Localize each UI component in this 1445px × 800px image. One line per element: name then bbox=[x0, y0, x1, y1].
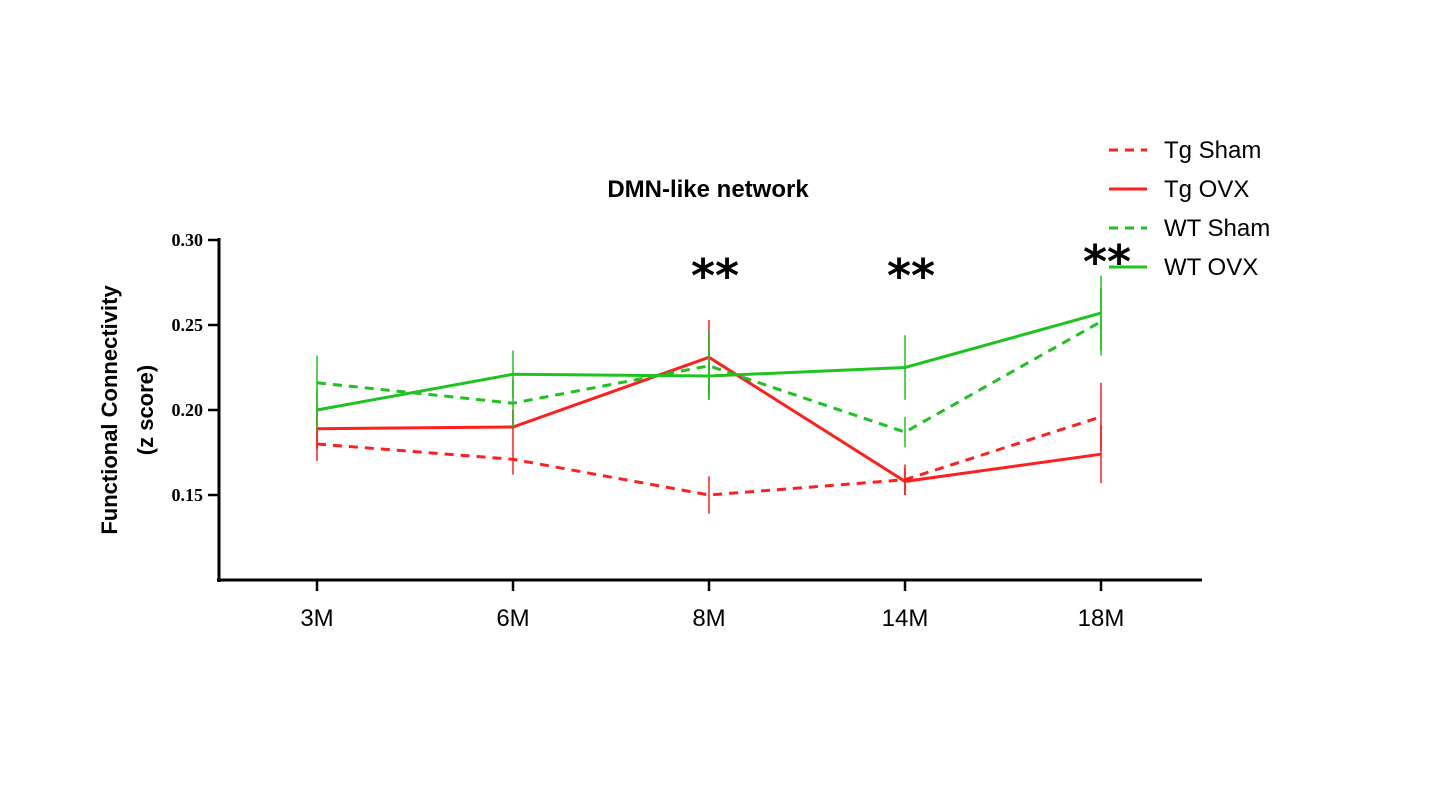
legend-label: WT OVX bbox=[1164, 254, 1258, 281]
x-tick-label: 14M bbox=[882, 605, 929, 632]
x-tick-label: 3M bbox=[300, 605, 333, 632]
x-tick-label: 18M bbox=[1078, 605, 1125, 632]
legend-label: WT Sham bbox=[1164, 215, 1270, 242]
series-line bbox=[316, 320, 1102, 434]
series-line bbox=[316, 415, 1102, 497]
y-axis-label-line1: Functional Connectivity bbox=[97, 285, 122, 535]
series-wt-ovx bbox=[316, 275, 1102, 431]
significance-marker: ** bbox=[691, 249, 739, 303]
y-tick-label: 0.25 bbox=[172, 315, 204, 335]
x-tick-label: 6M bbox=[496, 605, 529, 632]
y-ticks: 0.15 0.20 0.25 0.30 bbox=[172, 230, 219, 505]
significance-marker: ** bbox=[887, 249, 935, 303]
y-axis-label-line2: (z score) bbox=[133, 365, 158, 455]
annotations: ** ** ** bbox=[691, 235, 1131, 303]
legend-label: Tg Sham bbox=[1164, 137, 1261, 164]
y-tick-label: 0.30 bbox=[172, 230, 204, 250]
legend: Tg Sham Tg OVX WT Sham WT OVX bbox=[1109, 137, 1270, 281]
chart-title: DMN-like network bbox=[607, 176, 809, 203]
legend-label: Tg OVX bbox=[1164, 176, 1249, 203]
y-axis-label: Functional Connectivity (z score) bbox=[97, 285, 158, 535]
y-tick-label: 0.20 bbox=[172, 400, 204, 420]
series-layer bbox=[316, 275, 1102, 514]
x-ticks: 3M 6M 8M 14M 18M bbox=[300, 580, 1124, 632]
series-line bbox=[316, 311, 1102, 412]
significance-marker: ** bbox=[1083, 235, 1131, 289]
series-tg-sham bbox=[316, 382, 1102, 514]
x-tick-label: 8M bbox=[692, 605, 725, 632]
y-tick-label: 0.15 bbox=[172, 485, 204, 505]
